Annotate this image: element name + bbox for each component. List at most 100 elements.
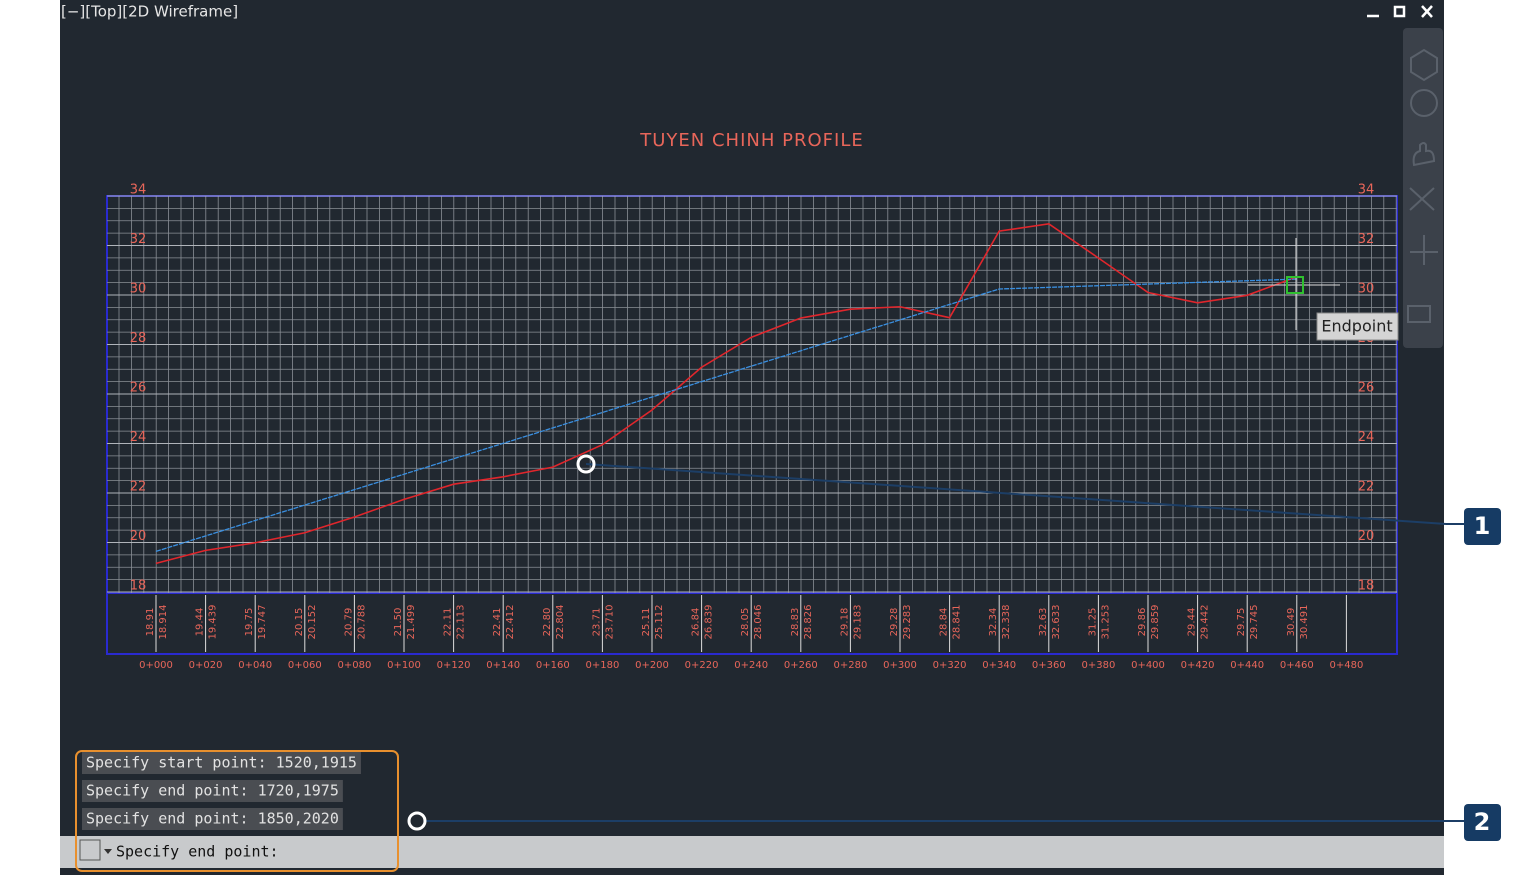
elevation-label: 28.826 bbox=[803, 605, 814, 640]
elevation-label: 32.63 bbox=[1038, 608, 1049, 637]
elevation-label: 28.841 bbox=[952, 605, 963, 640]
station-label: 0+020 bbox=[189, 660, 223, 671]
command-line: Specify start point: 1520,1915 bbox=[86, 754, 357, 772]
station-label: 0+000 bbox=[139, 660, 173, 671]
y-tick-label: 32 bbox=[1358, 232, 1375, 247]
elevation-label: 20.79 bbox=[343, 608, 354, 637]
elevation-label: 29.745 bbox=[1249, 605, 1260, 640]
y-tick-label: 24 bbox=[1358, 430, 1375, 445]
tooltip-box bbox=[1316, 312, 1399, 341]
window-controls[interactable] bbox=[1367, 5, 1433, 18]
elevation-label: 18.914 bbox=[158, 605, 169, 640]
navigation-bar[interactable] bbox=[1403, 28, 1443, 348]
elevation-label: 29.18 bbox=[839, 608, 850, 637]
command-prompt[interactable]: Specify end point: bbox=[116, 843, 279, 861]
command-bar[interactable] bbox=[60, 836, 1444, 868]
elevation-label: 26.84 bbox=[691, 608, 702, 637]
elevation-label: 19.747 bbox=[257, 605, 268, 640]
y-tick-label: 34 bbox=[1358, 183, 1375, 198]
elevation-label: 22.113 bbox=[456, 605, 467, 640]
elevation-label: 22.804 bbox=[555, 605, 566, 640]
elevation-label: 21.50 bbox=[393, 608, 404, 637]
elevation-label: 29.183 bbox=[852, 605, 863, 640]
elevation-label: 23.710 bbox=[604, 605, 615, 640]
station-label: 0+240 bbox=[734, 660, 768, 671]
station-label: 0+160 bbox=[536, 660, 570, 671]
elevation-label: 29.283 bbox=[902, 605, 913, 640]
cursor bbox=[1248, 238, 1340, 330]
elevation-label: 28.046 bbox=[753, 605, 764, 640]
elevation-label: 22.412 bbox=[505, 605, 516, 640]
elevation-label: 19.439 bbox=[208, 605, 219, 640]
station-label: 0+480 bbox=[1329, 660, 1363, 671]
station-label: 0+380 bbox=[1081, 660, 1115, 671]
elevation-label: 29.86 bbox=[1137, 608, 1148, 637]
station-label: 0+140 bbox=[486, 660, 520, 671]
elevation-label: 25.112 bbox=[654, 605, 665, 640]
elevation-label: 31.253 bbox=[1100, 605, 1111, 640]
station-label: 0+180 bbox=[585, 660, 619, 671]
elevation-label: 28.83 bbox=[790, 608, 801, 637]
elevation-label: 23.71 bbox=[591, 608, 602, 637]
station-label: 0+080 bbox=[337, 660, 371, 671]
elevation-label: 30.49 bbox=[1286, 608, 1297, 637]
y-tick-label: 22 bbox=[1358, 480, 1375, 495]
command-line: Specify end point: 1850,2020 bbox=[86, 810, 339, 828]
elevation-label: 29.859 bbox=[1150, 605, 1161, 640]
viewport bbox=[60, 0, 1444, 875]
station-label: 0+040 bbox=[238, 660, 272, 671]
elevation-label: 21.499 bbox=[406, 605, 417, 640]
elevation-label: 18.91 bbox=[145, 608, 156, 637]
callout-2-box bbox=[1464, 804, 1501, 841]
command-history: Specify start point: 1520,1915 Specify en… bbox=[82, 752, 361, 830]
y-tick-label: 34 bbox=[130, 183, 147, 198]
callout-1-label: 1 bbox=[1474, 512, 1491, 540]
command-icon[interactable] bbox=[79, 839, 101, 861]
highlight-box bbox=[75, 750, 399, 872]
callout-2-dot bbox=[407, 811, 427, 831]
station-label: 0+440 bbox=[1230, 660, 1264, 671]
station-label: 0+400 bbox=[1131, 660, 1165, 671]
elevation-label: 32.633 bbox=[1051, 605, 1062, 640]
y-tick-label: 32 bbox=[130, 232, 147, 247]
command-line-bg bbox=[82, 808, 343, 830]
elevation-label: 32.338 bbox=[1001, 605, 1012, 640]
station-label: 0+360 bbox=[1032, 660, 1066, 671]
elevation-label: 29.75 bbox=[1236, 608, 1247, 637]
y-tick-label: 18 bbox=[1358, 579, 1375, 594]
station-label: 0+340 bbox=[982, 660, 1016, 671]
y-tick-label: 26 bbox=[1358, 381, 1375, 396]
viewport-label[interactable]: [−][Top][2D Wireframe] bbox=[61, 3, 238, 21]
station-label: 0+280 bbox=[833, 660, 867, 671]
callout-1-dot bbox=[576, 454, 596, 474]
tooltip: Endpoint bbox=[1321, 317, 1392, 336]
elevation-label: 20.15 bbox=[294, 608, 305, 637]
command-line-bg bbox=[82, 752, 361, 774]
elevation-label: 20.788 bbox=[356, 605, 367, 640]
station-label: 0+060 bbox=[288, 660, 322, 671]
y-tick-label: 18 bbox=[130, 579, 147, 594]
elevation-label: 22.80 bbox=[542, 608, 553, 637]
command-line-bg bbox=[82, 780, 343, 802]
y-tick-label: 20 bbox=[1358, 529, 1375, 544]
ground-line bbox=[155, 222, 1298, 565]
elevation-label: 30.491 bbox=[1299, 605, 1310, 640]
elevation-label: 28.05 bbox=[740, 608, 751, 637]
elevation-label: 29.28 bbox=[889, 608, 900, 637]
command-dropdown[interactable] bbox=[104, 849, 112, 854]
elevation-label: 19.44 bbox=[195, 608, 206, 637]
station-label: 0+460 bbox=[1280, 660, 1314, 671]
callout-1-line bbox=[585, 463, 1464, 525]
elevation-label: 25.11 bbox=[641, 608, 652, 637]
y-tick-label: 22 bbox=[130, 480, 147, 495]
station-label: 0+420 bbox=[1181, 660, 1215, 671]
station-label: 0+100 bbox=[387, 660, 421, 671]
callout-2-label: 2 bbox=[1474, 808, 1491, 836]
callout-1-box bbox=[1464, 508, 1501, 545]
station-label: 0+200 bbox=[635, 660, 669, 671]
y-tick-label: 26 bbox=[130, 381, 147, 396]
elevation-label: 22.11 bbox=[443, 608, 454, 637]
elevation-label: 22.41 bbox=[492, 608, 503, 637]
